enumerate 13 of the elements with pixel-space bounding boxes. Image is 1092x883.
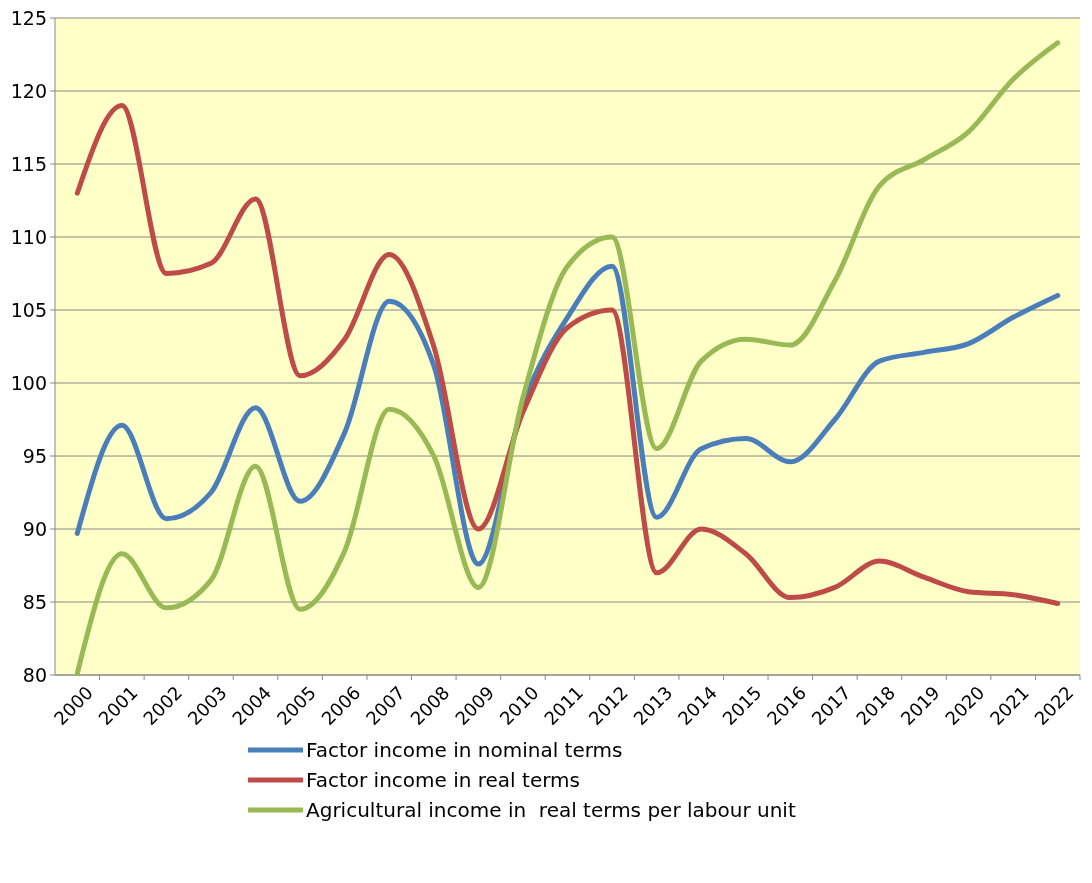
- legend-label: Factor income in nominal terms: [306, 738, 623, 762]
- y-tick-label: 105: [10, 298, 47, 321]
- legend-label: Factor income in real terms: [306, 768, 580, 792]
- y-tick-label: 125: [10, 6, 47, 29]
- y-tick-label: 115: [10, 152, 47, 175]
- y-tick-label: 80: [22, 663, 47, 686]
- y-tick-label: 100: [10, 371, 47, 394]
- y-tick-label: 120: [10, 79, 47, 102]
- y-tick-label: 85: [22, 590, 47, 613]
- y-tick-label: 95: [22, 444, 47, 467]
- y-tick-label: 110: [10, 225, 47, 248]
- y-tick-label: 90: [22, 517, 47, 540]
- legend-label: Agricultural income in real terms per labour unit: [306, 798, 796, 822]
